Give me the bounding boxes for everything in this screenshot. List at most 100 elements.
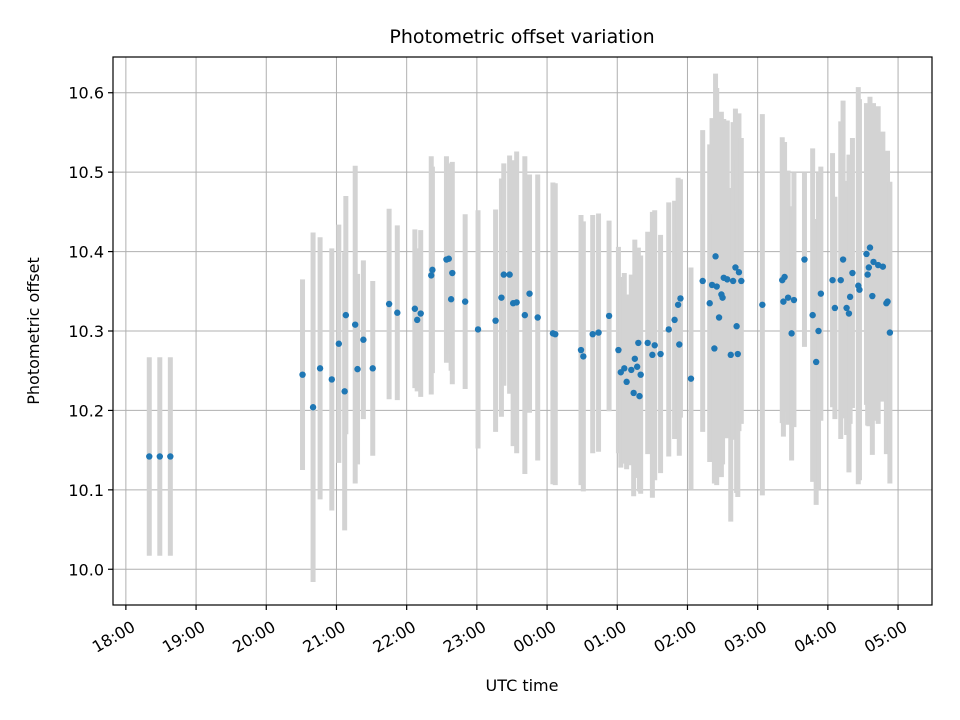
data-point [474,326,482,333]
x-tick-label: 00:00 [510,617,559,657]
data-point [299,371,306,378]
data-point [621,365,628,372]
data-point [865,264,873,271]
data-point [552,330,559,338]
data-point [615,346,622,354]
data-point [839,256,847,263]
data-point [735,269,743,276]
data-point [595,329,602,336]
data-point [341,388,348,395]
y-axis-label: Photometric offset [24,257,43,405]
data-point [394,309,401,316]
data-point [734,350,741,358]
data-point [870,258,877,266]
data-point [649,351,656,359]
data-point [445,255,452,262]
y-axis-ticks: 10.0 10.1 10.2 10.3 10.4 10.5 10.6 [68,84,113,579]
data-point [829,276,836,284]
data-point [500,271,507,278]
data-point [534,314,541,321]
data-point [780,298,787,305]
y-tick-label: 10.2 [68,401,104,420]
data-point [732,264,739,271]
data-point [635,339,642,347]
data-point [817,290,825,297]
data-point [351,321,359,328]
data-point [711,345,718,352]
data-point [521,311,529,319]
x-tick-label: 02:00 [650,617,699,657]
data-point [864,271,871,278]
data-point [630,389,637,397]
data-point [724,276,731,283]
data-point [674,301,682,308]
data-point [837,276,844,284]
x-tick-label: 01:00 [580,617,629,657]
data-point [429,266,436,274]
data-point [843,304,850,312]
data-point [526,290,533,297]
error-bars [146,73,893,582]
data-point [759,301,766,308]
y-tick-label: 10.6 [68,84,104,103]
data-point [713,283,720,290]
data-point [856,286,863,293]
data-point [146,453,153,460]
data-point [727,351,734,359]
data-point [671,316,678,324]
data-point [492,317,499,324]
data-point [513,299,520,306]
data-point [869,292,876,300]
data-point [414,316,421,324]
y-tick-label: 10.5 [68,163,104,182]
x-tick-label: 03:00 [721,617,770,657]
data-point [712,253,719,260]
data-point [677,295,684,302]
data-point [449,269,456,277]
data-point [665,326,672,333]
data-point [788,330,795,337]
x-axis-ticks: 18:00 19:00 20:00 21:00 22:00 23:00 00:00 01:00… [89,605,910,657]
data-point [790,296,798,304]
data-point [879,263,887,270]
data-point [644,339,651,347]
data-point [577,346,585,354]
chart-title: Photometric offset variation [389,26,654,48]
y-tick-label: 10.3 [68,322,104,341]
data-point [605,312,613,320]
data-point [845,310,853,317]
data-point [809,311,816,319]
data-point [580,353,587,360]
data-point [428,272,435,279]
data-point [849,269,856,277]
y-tick-label: 10.1 [68,481,104,500]
data-point [801,256,808,263]
data-point [636,392,643,400]
data-point [781,273,788,281]
data-point [687,375,695,382]
data-point [631,355,639,362]
data-point [354,365,361,373]
data-point [651,342,658,349]
x-tick-label: 21:00 [299,617,348,657]
data-points [146,244,894,460]
x-tick-label: 22:00 [370,617,419,657]
x-axis-label: UTC time [486,676,559,695]
data-point [628,366,635,374]
data-point [369,365,376,372]
data-point [699,277,706,285]
data-point [411,305,419,312]
data-point [884,298,891,305]
data-point [715,314,723,321]
x-tick-label: 20:00 [229,617,278,657]
data-point [815,327,822,335]
data-point [706,300,713,307]
data-point [342,311,350,319]
data-point [846,293,854,301]
data-point [167,453,174,460]
data-point [328,376,335,383]
data-point [461,298,469,305]
data-point [733,323,740,330]
data-point [738,277,745,285]
